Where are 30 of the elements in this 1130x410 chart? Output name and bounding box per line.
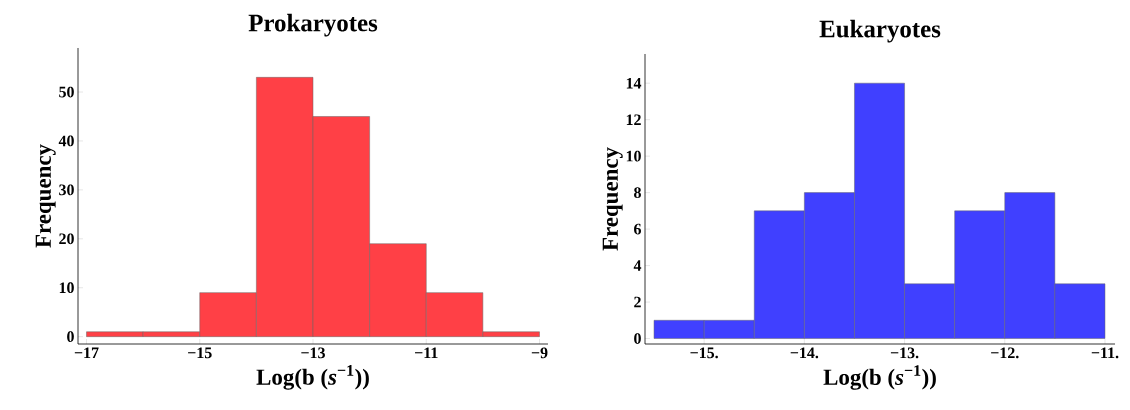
y-tick-label: 10 [59,282,74,294]
y-tick-label: 6 [634,223,642,235]
y-tick-label: 8 [634,187,641,198]
y-axis-title: Frequency [35,144,56,248]
y-tick-label: 12 [626,114,641,125]
x-tick-label: −15 [188,347,212,359]
y-tick-label: 0 [634,333,641,344]
y-tick-label: 2 [634,296,641,308]
x-axis-title: Log(b (s$^{−1}$)) [256,365,369,390]
chart-title: Eukaryotes [819,19,941,43]
x-tick-label: −15. [690,347,718,359]
x-tick-label: −14. [790,347,819,359]
x-tick-label: −12. [991,347,1019,359]
y-tick-label: 0 [67,331,74,343]
y-tick-label: 50 [59,86,74,98]
y-tick-label: 30 [59,184,74,196]
x-tick-label: −11 [415,347,438,359]
x-tick-label: −9 [531,347,548,359]
x-axis-title: Log(b (s$^{−1}$)) [823,365,936,390]
x-tick-label: −13 [301,347,325,359]
y-tick-label: 14 [626,77,642,89]
y-tick-label: 20 [59,233,74,245]
y-tick-label: 40 [58,135,74,147]
chart-title: Prokaryotes [248,13,378,37]
y-tick-label: 4 [633,260,642,271]
x-tick-label: −11. [1091,347,1119,359]
x-tick-label: −17 [74,347,99,359]
x-tick-label: −13. [890,347,919,359]
y-axis-title: Frequency [602,147,623,251]
y-tick-label: 10 [626,150,641,162]
